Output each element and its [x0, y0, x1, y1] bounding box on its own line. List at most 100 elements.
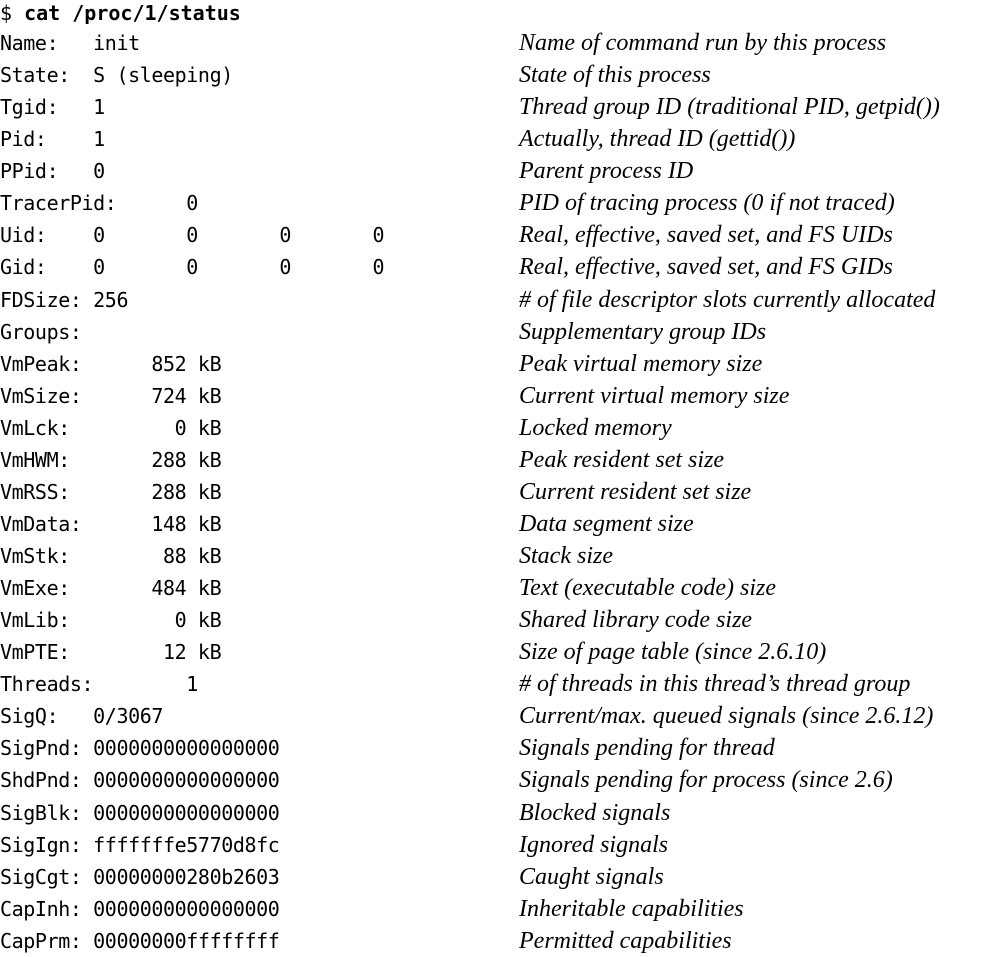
field-padding [82, 384, 152, 408]
field-description: Inheritable capabilities [519, 895, 744, 922]
status-field-line: FDSize: 256 [0, 284, 128, 316]
status-row: VmSize: 724 kB Current virtual memory siz… [0, 380, 1000, 412]
status-field-line: SigPnd: 0000000000000000 [0, 732, 280, 764]
field-name: Groups: [0, 319, 82, 344]
status-row: FDSize: 256 # of file descriptor slots cu… [0, 284, 1000, 316]
status-row: Pid: 1 Actually, thread ID (gettid()) [0, 123, 1000, 155]
field-description: Signals pending for process (since 2.6) [519, 767, 893, 794]
status-field-line: Uid: 0 0 0 0 [0, 219, 385, 251]
status-field-line: Groups: [0, 316, 93, 348]
field-description: Stack size [519, 543, 613, 569]
status-row: State: S (sleeping) State of this process [0, 59, 1000, 91]
field-name: VmSize: [0, 383, 82, 408]
field-value: 724 kB [151, 383, 222, 408]
field-name: Threads: [0, 672, 94, 697]
field-padding [70, 63, 93, 87]
field-description: Current resident set size [519, 478, 752, 505]
field-value: 12 kB [163, 640, 222, 665]
field-description: Permitted capabilities [519, 927, 732, 954]
field-name: Uid: [0, 223, 47, 248]
status-field-line: Pid: 1 [0, 123, 105, 155]
field-name: VmRSS: [0, 479, 70, 504]
field-padding [82, 352, 152, 376]
field-description: Name of command run by this process [519, 30, 887, 56]
field-name: CapPrm: [0, 928, 82, 953]
status-row: SigIgn: fffffffe5770d8fc Ignored signals [0, 829, 1000, 861]
field-name: VmExe: [0, 576, 70, 601]
status-field-line: State: S (sleeping) [0, 59, 233, 91]
field-padding [47, 255, 94, 279]
field-description: Size of page table (since 2.6.10) [519, 639, 827, 666]
field-value: 0000000000000000 [93, 800, 280, 825]
status-field-line: VmHWM: 288 kB [0, 444, 222, 476]
field-padding [82, 865, 94, 889]
status-row: VmRSS: 288 kB Current resident set size [0, 476, 1000, 508]
field-name: SigCgt: [0, 864, 82, 889]
field-padding [58, 704, 93, 728]
status-field-line: VmPeak: 852 kB [0, 348, 222, 380]
field-description: Peak resident set size [519, 446, 725, 473]
field-value: 0 kB [174, 415, 222, 440]
field-padding [82, 833, 94, 857]
status-field-line: ShdPnd: 0000000000000000 [0, 764, 280, 796]
field-padding [70, 416, 175, 440]
status-field-line: VmStk: 88 kB [0, 540, 222, 572]
field-description: # of threads in this thread’s thread gro… [519, 671, 911, 698]
field-description: Supplementary group IDs [519, 318, 767, 345]
field-value: 0 kB [174, 608, 222, 633]
field-name: ShdPnd: [0, 768, 82, 793]
field-value: 0000000000000000 [93, 896, 280, 921]
status-row: SigBlk: 0000000000000000 Blocked signals [0, 797, 1000, 829]
field-padding [93, 672, 186, 696]
status-row: VmStk: 88 kB Stack size [0, 540, 1000, 572]
field-value: 00000000280b2603 [93, 864, 280, 889]
field-value: fffffffe5770d8fc [93, 832, 280, 857]
status-field-line: SigQ: 0/3067 [0, 700, 163, 732]
field-value: S (sleeping) [93, 63, 233, 88]
status-row: VmHWM: 288 kB Peak resident set size [0, 444, 1000, 476]
status-row: VmExe: 484 kB Text (executable code) size [0, 572, 1000, 604]
status-row: PPid: 0 Parent process ID [0, 155, 1000, 187]
status-row: ShdPnd: 0000000000000000 Signals pending … [0, 764, 1000, 796]
field-name: Name: [0, 31, 59, 55]
field-name: State: [0, 63, 70, 88]
status-field-line: VmRSS: 288 kB [0, 476, 222, 508]
status-row: VmLib: 0 kB Shared library code size [0, 604, 1000, 636]
field-padding [82, 897, 94, 921]
field-padding [70, 576, 152, 600]
status-row: Groups: Supplementary group IDs [0, 316, 1000, 348]
field-value: 1 [93, 127, 105, 152]
field-padding [58, 31, 93, 55]
field-name: Pid: [0, 127, 47, 152]
status-row: Threads: 1 # of threads in this thread’s … [0, 668, 1000, 700]
field-padding [82, 288, 94, 312]
field-description: Text (executable code) size [519, 575, 777, 602]
status-row: Tgid: 1 Thread group ID (traditional PID,… [0, 91, 1000, 123]
field-description: Shared library code size [519, 607, 753, 634]
field-value: 288 kB [151, 447, 222, 472]
field-padding [70, 480, 152, 504]
status-field-line: Name: init [0, 27, 140, 59]
status-row: CapInh: 0000000000000000 Inheritable capa… [0, 893, 1000, 925]
field-value: 484 kB [151, 576, 222, 601]
field-value: 0 0 0 0 [93, 223, 385, 248]
status-row: Gid: 0 0 0 0 Real, effective, saved set, … [0, 251, 1000, 283]
status-field-line: TracerPid: 0 [0, 187, 198, 219]
field-name: SigPnd: [0, 736, 82, 761]
field-name: VmLck: [0, 415, 70, 440]
field-name: CapInh: [0, 896, 82, 921]
field-description: Parent process ID [519, 158, 694, 185]
field-name: VmStk: [0, 544, 70, 568]
field-description: Locked memory [519, 414, 672, 441]
status-field-line: SigBlk: 0000000000000000 [0, 797, 280, 829]
status-row: SigCgt: 00000000280b2603 Caught signals [0, 861, 1000, 893]
status-row: Uid: 0 0 0 0 Real, effective, saved set, … [0, 219, 1000, 251]
field-value: 88 kB [163, 544, 222, 568]
shell-prompt: $ [0, 1, 13, 25]
status-row: Name: init Name of command run by this pr… [0, 27, 1000, 59]
status-row: VmPTE: 12 kB Size of page table (since 2.… [0, 636, 1000, 668]
status-field-line: VmLck: 0 kB [0, 412, 222, 444]
field-padding [47, 223, 94, 247]
field-padding [58, 95, 93, 119]
status-field-line: VmSize: 724 kB [0, 380, 222, 412]
